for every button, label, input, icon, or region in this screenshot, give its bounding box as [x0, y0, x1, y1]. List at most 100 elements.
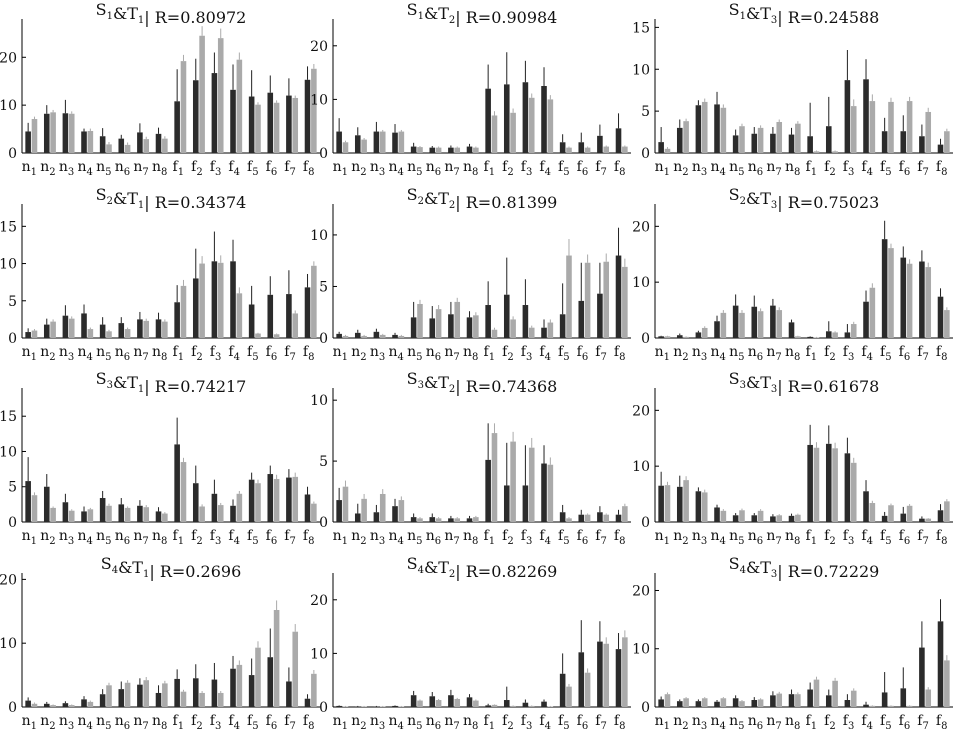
- bar-dark: [174, 678, 180, 707]
- x-tick-label: f1: [806, 344, 818, 363]
- x-tick-label: f3: [521, 528, 533, 547]
- bar-dark: [466, 317, 473, 338]
- chart-title: S2&T1| R=0.34374: [96, 185, 247, 212]
- x-tick-label: n2: [673, 344, 688, 363]
- chart-panel: S2&T2| R=0.81399 0 5 10 n1 n2 n3 n4 n5 n6 n7 n8 f1 f2…: [310, 185, 631, 363]
- bar-light: [292, 97, 299, 153]
- bar-dark: [485, 305, 491, 338]
- x-tick-label: n1: [655, 159, 670, 178]
- bar-light: [398, 335, 405, 338]
- x-tick-label: f7: [284, 344, 296, 363]
- bar-dark: [881, 239, 888, 338]
- x-tick-label: f4: [861, 344, 873, 363]
- x-tick-label: f3: [210, 713, 222, 732]
- x-tick-label: n4: [388, 713, 403, 732]
- bar-light: [236, 59, 243, 153]
- bar-light: [273, 102, 280, 153]
- x-tick-label: n4: [77, 344, 92, 363]
- x-tick-label: n5: [407, 713, 422, 732]
- x-tick-label: n4: [710, 713, 725, 732]
- bar-light: [603, 146, 610, 153]
- y-tick-label: 0: [8, 515, 17, 531]
- bar-light: [720, 698, 727, 707]
- bar-dark: [751, 700, 758, 707]
- bar-dark: [43, 703, 50, 707]
- chart-title: S1&T1| R=0.80972: [96, 0, 247, 27]
- bar-dark: [155, 319, 162, 338]
- bar-dark: [485, 705, 491, 707]
- chart-panel: S2&T1| R=0.34374 0 5 10 15 n1 n2 n3 n4 n5 n6 n7 n8 f1…: [0, 185, 320, 363]
- bar-dark: [615, 514, 622, 522]
- bar-light: [813, 337, 820, 338]
- bar-dark: [373, 131, 380, 153]
- x-tick-label: f4: [228, 528, 240, 547]
- bar-light: [87, 329, 94, 338]
- x-tick-label: n8: [785, 344, 800, 363]
- bar-dark: [192, 678, 199, 707]
- bar-dark: [248, 479, 255, 522]
- x-tick-label: n4: [388, 344, 403, 363]
- x-tick-label: f6: [577, 159, 589, 178]
- x-tick-label: f3: [843, 713, 855, 732]
- bar-light: [720, 312, 727, 338]
- bar-light: [850, 690, 857, 707]
- x-tick-label: n7: [444, 713, 459, 732]
- x-tick-label: n4: [388, 528, 403, 547]
- bar-light: [50, 507, 56, 522]
- bar-light: [869, 705, 876, 707]
- bar-light: [528, 97, 535, 153]
- y-tick-label: 20: [310, 593, 328, 609]
- x-tick-label: f5: [558, 713, 570, 732]
- bar-dark: [230, 505, 236, 522]
- x-tick-label: f1: [484, 713, 496, 732]
- x-tick-label: n4: [77, 528, 92, 547]
- bar-light: [255, 333, 261, 338]
- bar-light: [342, 142, 349, 153]
- x-tick-label: f5: [247, 159, 259, 178]
- x-tick-label: f1: [173, 159, 185, 178]
- x-tick-label: n8: [152, 713, 167, 732]
- bar-dark: [62, 113, 69, 153]
- bar-dark: [919, 518, 925, 522]
- bar-light: [342, 335, 349, 338]
- bar-light: [925, 111, 932, 153]
- x-tick-label: f8: [936, 713, 948, 732]
- x-tick-label: f4: [228, 344, 240, 363]
- x-tick-label: f7: [595, 344, 607, 363]
- bar-dark: [174, 101, 180, 153]
- bar-light: [584, 147, 591, 153]
- x-tick-label: n7: [133, 159, 148, 178]
- bar-dark: [714, 507, 720, 522]
- bar-dark: [937, 621, 944, 707]
- bar-dark: [248, 96, 255, 153]
- chart-title: S3&T3| R=0.61678: [729, 369, 880, 396]
- bar-dark: [43, 324, 50, 338]
- x-tick-label: f8: [614, 159, 626, 178]
- x-tick-label: n8: [463, 713, 478, 732]
- bar-light: [739, 126, 745, 153]
- bar-dark: [286, 95, 292, 153]
- bar-dark: [503, 485, 510, 522]
- bar-light: [888, 705, 894, 707]
- bar-dark: [43, 113, 50, 153]
- bar-light: [236, 293, 243, 338]
- x-tick-label: n3: [59, 159, 74, 178]
- bar-dark: [788, 322, 795, 338]
- bar-light: [813, 679, 820, 707]
- x-tick-label: n7: [444, 159, 459, 178]
- bar-dark: [732, 305, 739, 338]
- bar-light: [547, 99, 554, 153]
- bar-dark: [267, 92, 274, 153]
- x-tick-label: f1: [806, 528, 818, 547]
- chart-panel: S3&T2| R=0.74368 0 5 10 n1 n2 n3 n4 n5 n6 n7 n8 f1 f2…: [310, 369, 631, 547]
- x-tick-label: f8: [936, 344, 948, 363]
- x-tick-label: f4: [861, 713, 873, 732]
- bar-dark: [658, 142, 664, 153]
- chart-panel: S1&T3| R=0.24588 0 5 10 15 n1 n2 n3 n4 n5 n6 n7 n8 f1…: [632, 0, 953, 178]
- chart-title: S3&T1| R=0.74217: [96, 369, 247, 396]
- bar-light: [180, 462, 187, 522]
- x-tick-label: f7: [917, 344, 929, 363]
- bar-dark: [267, 294, 274, 338]
- x-tick-label: n2: [673, 528, 688, 547]
- bar-light: [850, 462, 857, 522]
